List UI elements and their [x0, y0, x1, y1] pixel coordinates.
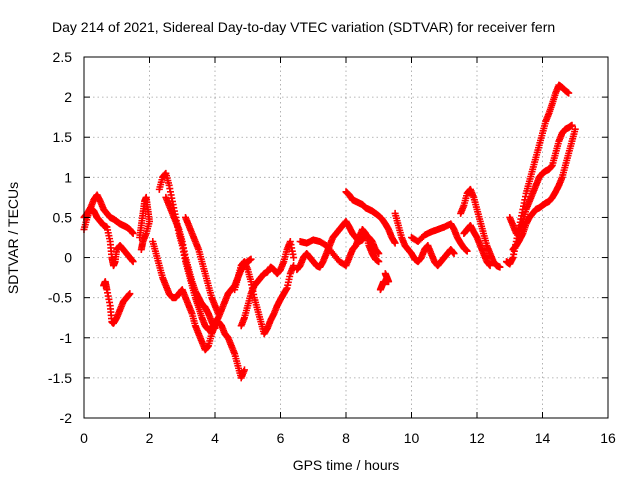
- y-tick-label: 0: [64, 250, 72, 266]
- y-tick-label: 2.5: [53, 49, 73, 65]
- series-trace-u: [509, 125, 579, 254]
- data-point: [129, 229, 137, 237]
- y-tick-label: 2: [64, 89, 72, 105]
- series-trace-b: [80, 204, 137, 270]
- series-trace-n: [376, 270, 393, 294]
- y-axis-ticks: -2 -1.5 -1 -0.5 0 0.5 1 1.5 2 2.5: [48, 49, 608, 426]
- y-tick-label: -1: [60, 330, 73, 346]
- y-tick-label: 1.5: [53, 129, 73, 145]
- y-tick-label: -1.5: [48, 370, 72, 386]
- data-point: [129, 258, 137, 266]
- data-point: [391, 239, 399, 247]
- data-point: [214, 310, 222, 318]
- data-point: [240, 366, 248, 374]
- series-trace-j: [237, 238, 298, 330]
- y-tick-label: 0.5: [53, 209, 73, 225]
- x-tick-label: 8: [342, 430, 350, 446]
- series-trace-o: [391, 209, 458, 270]
- data-point: [290, 254, 298, 262]
- chart-title: Day 214 of 2021, Sidereal Day-to-day VTE…: [52, 19, 555, 35]
- x-tick-label: 12: [469, 430, 485, 446]
- series-trace-q: [457, 185, 504, 271]
- series-trace-p: [408, 220, 471, 255]
- x-axis-label: GPS time / hours: [293, 457, 400, 473]
- x-tick-label: 4: [211, 430, 219, 446]
- data-point: [496, 263, 504, 271]
- data-point: [137, 246, 145, 254]
- y-tick-label: -0.5: [48, 290, 72, 306]
- data-point: [463, 247, 471, 255]
- data-point: [571, 125, 579, 133]
- series-trace-g: [162, 193, 219, 332]
- data-point: [376, 286, 384, 294]
- x-tick-label: 16: [600, 430, 616, 446]
- y-tick-label: 1: [64, 169, 72, 185]
- x-axis-ticks: 0 2 4 6 8 10 12 14 16: [80, 57, 616, 446]
- data-point: [450, 250, 458, 258]
- x-tick-label: 10: [404, 430, 420, 446]
- data-point: [247, 255, 255, 263]
- data-point: [375, 258, 383, 266]
- data-point: [290, 262, 298, 270]
- data-marks: [80, 81, 579, 382]
- x-tick-label: 2: [146, 430, 154, 446]
- series-trace-c: [100, 278, 134, 327]
- data-point: [375, 250, 383, 258]
- data-point: [565, 89, 573, 97]
- x-tick-label: 0: [80, 430, 88, 446]
- grid: [84, 57, 608, 418]
- x-tick-label: 14: [535, 430, 551, 446]
- x-tick-label: 6: [277, 430, 285, 446]
- data-point: [211, 324, 219, 332]
- data-point: [568, 121, 576, 129]
- series-trace-m: [342, 188, 399, 247]
- series-trace-r: [460, 221, 494, 270]
- data-point: [126, 290, 134, 298]
- series-trace-k: [293, 217, 383, 274]
- series-trace-l: [296, 225, 383, 270]
- series-trace-h: [182, 213, 222, 318]
- series-trace-d: [136, 193, 153, 254]
- y-tick-label: -2: [60, 410, 73, 426]
- data-point: [486, 262, 494, 270]
- y-axis-label: SDTVAR / TECUs: [5, 182, 21, 294]
